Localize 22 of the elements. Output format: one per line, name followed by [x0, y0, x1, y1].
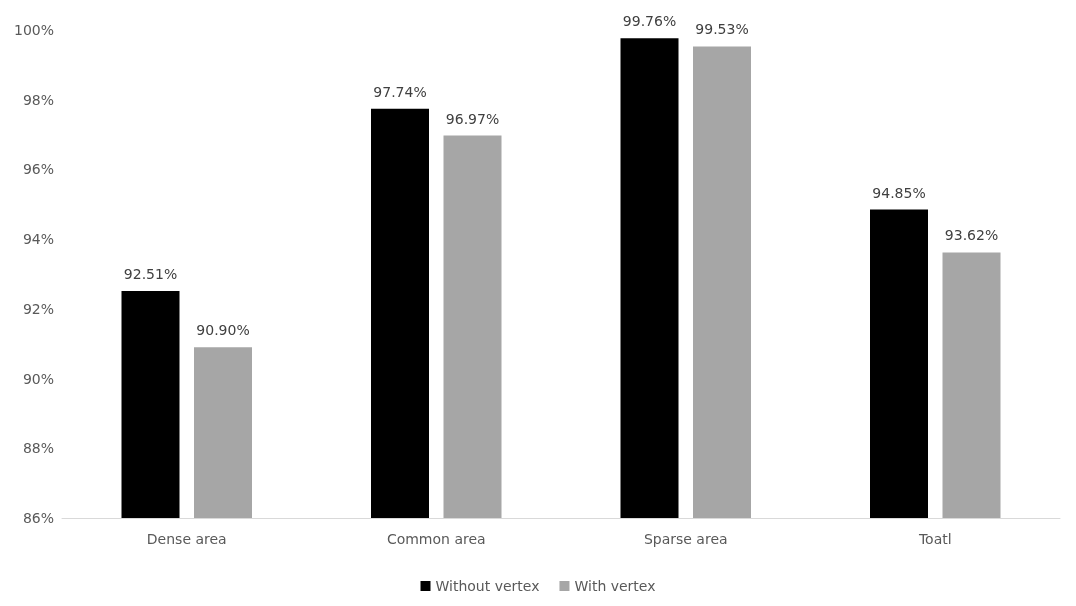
- y-tick-label: 100%: [13, 22, 54, 38]
- y-tick-label: 86%: [22, 510, 54, 526]
- data-label: 99.53%: [695, 21, 749, 38]
- y-tick-label: 92%: [22, 300, 54, 317]
- y-tick-label: 88%: [22, 440, 54, 457]
- x-tick-label: Sparse area: [643, 531, 728, 547]
- y-tick-label: 94%: [22, 231, 54, 248]
- data-label: 97.74%: [373, 83, 427, 100]
- data-label: 96.97%: [445, 110, 500, 127]
- x-tick-label: Toatl: [917, 531, 952, 547]
- x-tick-label: Common area: [386, 531, 486, 547]
- y-tick-label: 96%: [22, 161, 54, 178]
- x-tick-label: Dense area: [146, 531, 227, 547]
- legend-label: Without vertex: [435, 578, 540, 594]
- data-label: 90.90%: [196, 322, 250, 339]
- y-tick-label: 90%: [22, 370, 54, 387]
- data-label: 94.85%: [872, 184, 926, 201]
- y-tick-label: 98%: [22, 91, 54, 108]
- data-label: 93.62%: [944, 227, 999, 244]
- data-label: 92.51%: [123, 266, 178, 283]
- data-label: 99.76%: [622, 13, 677, 30]
- legend-label: With vertex: [574, 578, 656, 594]
